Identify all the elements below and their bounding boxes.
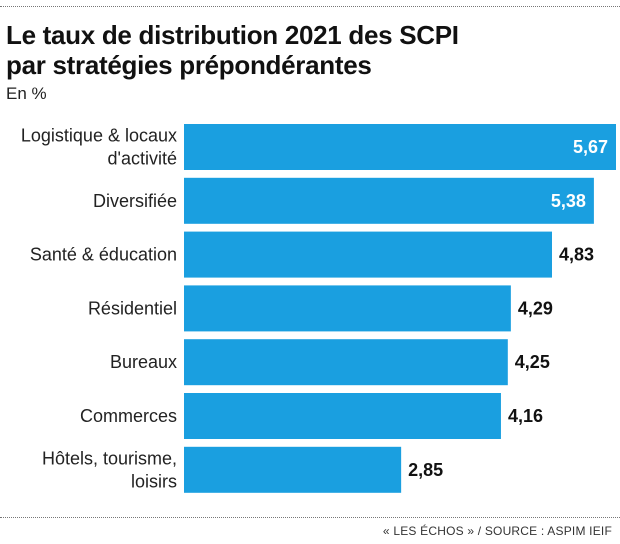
category-label-hotels-tourisme-line-1: Hôtels, tourisme,	[42, 448, 177, 468]
bottom-divider	[0, 517, 620, 518]
category-label-hotels-tourisme-line-2: loisirs	[131, 471, 177, 491]
source-credit: « LES ÉCHOS » / SOURCE : ASPIM IEIF	[382, 524, 612, 538]
category-label-commerces: Commerces	[80, 406, 177, 426]
category-label-bureaux: Bureaux	[110, 352, 177, 372]
value-label-bureaux: 4,25	[515, 352, 550, 372]
bar-sante-education	[184, 231, 552, 278]
chart-title-line-2: par stratégies prépondérantes	[6, 50, 372, 80]
chart-title: Le taux de distribution 2021 des SCPI pa…	[6, 20, 606, 80]
value-label-residentiel: 4,29	[518, 298, 553, 318]
bar-commerces	[184, 393, 501, 439]
value-label-commerces: 4,16	[508, 406, 543, 426]
value-label-diversifiee: 5,38	[551, 191, 586, 211]
value-label-hotels-tourisme: 2,85	[408, 460, 443, 480]
category-label-diversifiee: Diversifiée	[93, 191, 177, 211]
category-label-logistique-locaux-line-2: d'activité	[108, 149, 177, 169]
bar-bureaux	[184, 339, 508, 386]
unit-label: En %	[6, 84, 47, 103]
category-label-logistique-locaux-line-1: Logistique & locaux	[21, 126, 177, 146]
top-divider	[0, 6, 620, 7]
category-label-sante-education: Santé & éducation	[30, 245, 177, 265]
bar-hotels-tourisme	[184, 446, 402, 493]
value-label-sante-education: 4,83	[559, 245, 594, 265]
value-label-logistique-locaux: 5,67	[573, 137, 608, 157]
bar-logistique-locaux	[184, 124, 616, 170]
bar-diversifiee	[184, 177, 594, 224]
bar-residentiel	[184, 285, 511, 332]
category-label-residentiel: Résidentiel	[88, 298, 177, 318]
chart-title-line-1: Le taux de distribution 2021 des SCPI	[6, 20, 459, 50]
